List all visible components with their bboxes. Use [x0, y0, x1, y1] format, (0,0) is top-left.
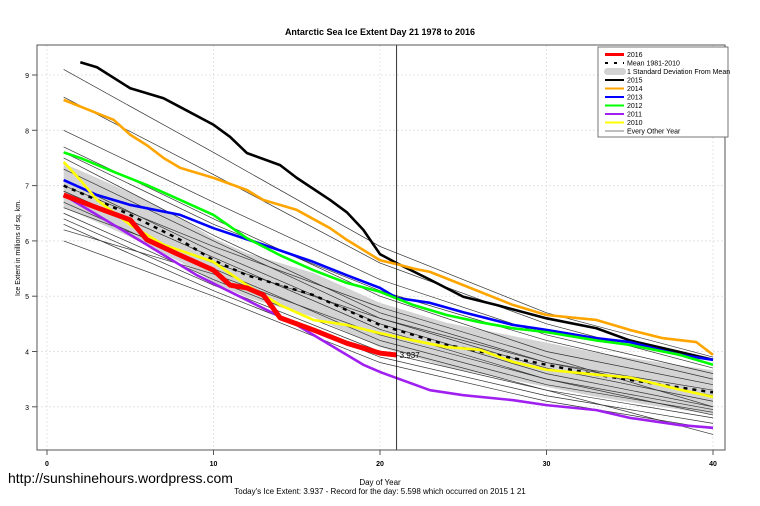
- x-tick-label: 0: [45, 461, 49, 468]
- legend-label: 2016: [627, 52, 643, 59]
- other-year-line: [63, 212, 714, 419]
- x-tick-label: 40: [709, 461, 717, 468]
- other-year-line: [63, 185, 714, 408]
- series-line-2015: [79, 61, 714, 362]
- other-year-line: [63, 146, 714, 386]
- series-line-2013: [63, 178, 714, 362]
- x-tick-label: 30: [543, 461, 551, 468]
- legend-label: 2012: [627, 103, 643, 110]
- other-year-line: [63, 190, 714, 410]
- sd-band: [63, 163, 713, 415]
- x-axis-label: Day of Year: [359, 478, 401, 487]
- today-value-label: 3.937: [400, 351, 421, 360]
- y-axis-label: Ice Extent in millions of sq. km.: [15, 200, 22, 296]
- y-tick-label: 4: [25, 350, 29, 357]
- y-tick-label: 5: [25, 294, 29, 301]
- series-line-2011: [62, 193, 714, 430]
- y-tick-label: 6: [25, 239, 29, 246]
- y-tick-label: 7: [25, 184, 29, 191]
- other-year-line: [63, 179, 714, 408]
- other-year-line: [63, 229, 714, 416]
- legend-label: 2010: [627, 120, 643, 127]
- y-tick-label: 9: [25, 73, 29, 80]
- plot-frame: [36, 44, 726, 451]
- series-line-2012: [63, 151, 714, 367]
- series-line-2014: [63, 98, 714, 356]
- legend-label: 2011: [627, 112, 642, 119]
- y-tick-label: 3: [25, 405, 29, 412]
- y-tick-label: 8: [25, 128, 29, 135]
- series-line-2016: [62, 192, 397, 358]
- legend-swatch: [604, 68, 626, 75]
- chart-title: Antarctic Sea Ice Extent Day 21 1978 to …: [284, 27, 476, 37]
- legend-label: Every Other Year: [627, 129, 681, 136]
- x-tick-label: 20: [376, 461, 384, 468]
- other-year-line: [63, 129, 714, 374]
- legend-label: 2014: [627, 86, 643, 93]
- legend-label: 1 Standard Deviation From Mean: [627, 69, 730, 76]
- watermark-url: http://sunshinehours.wordpress.com: [8, 470, 233, 486]
- legend-label: 2013: [627, 95, 643, 102]
- x-tick-label: 10: [210, 461, 218, 468]
- other-year-line: [63, 69, 714, 358]
- footnote: Today's Ice Extent: 3.937 - Record for t…: [234, 487, 526, 496]
- mean-line: [63, 184, 714, 394]
- legend-label: 2015: [627, 78, 643, 85]
- legend-label: Mean 1981-2010: [627, 61, 680, 68]
